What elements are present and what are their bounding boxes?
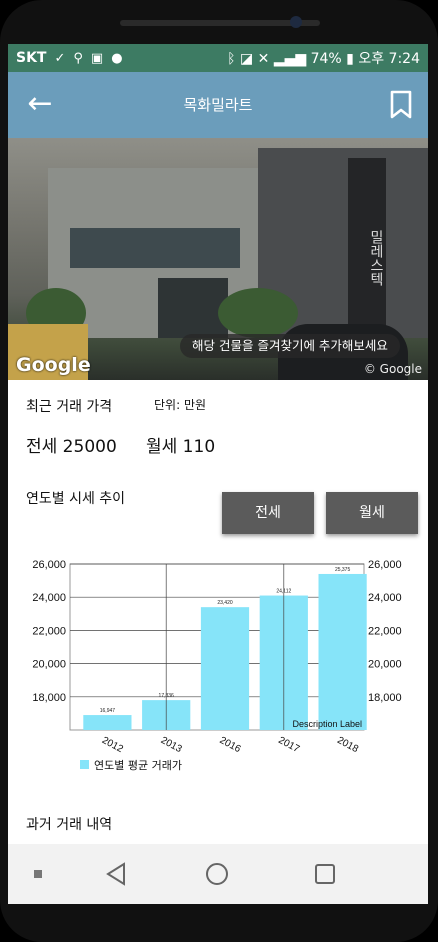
page-title: 목화밀라트 xyxy=(183,96,253,114)
x-tick-label: 2013 xyxy=(159,735,184,755)
back-arrow-icon[interactable]: ← xyxy=(27,86,53,121)
google-logo: Google xyxy=(16,354,91,376)
building-entrance xyxy=(158,278,228,338)
bar-data-label: 16,947 xyxy=(100,708,116,714)
y-tick-label-left: 22,000 xyxy=(32,625,66,637)
nav-home-icon[interactable] xyxy=(200,858,234,890)
bar xyxy=(83,715,132,730)
parked-car xyxy=(8,324,88,380)
chat-icon: ● xyxy=(111,50,123,66)
y-tick-label-left: 24,000 xyxy=(32,592,66,604)
check-icon: ✓ xyxy=(54,50,66,66)
screen: SKT ✓ ⚲ ▣ ● ᛒ ◪ ✕ ▂▄▆ 74% ▮ 오후 7:24 ← 목화… xyxy=(8,44,428,904)
y-tick-label-left: 20,000 xyxy=(32,659,66,671)
wolse-button[interactable]: 월세 xyxy=(326,492,418,534)
bar xyxy=(200,607,250,730)
bar xyxy=(318,573,367,730)
yearly-trend-label: 연도별 시세 추이 xyxy=(26,491,126,507)
image-icon: ▣ xyxy=(90,50,104,66)
clock: 오후 7:24 xyxy=(358,51,420,67)
jeonse-button[interactable]: 전세 xyxy=(222,492,314,534)
legend-swatch xyxy=(80,760,89,769)
wolse-price: 월세 110 xyxy=(146,437,216,457)
x-tick-label: 2018 xyxy=(335,735,360,755)
recent-trade-label: 최근 거래 가격 xyxy=(26,399,113,415)
bluetooth-icon: ᛒ xyxy=(227,51,236,67)
bar-data-label: 23,420 xyxy=(217,600,233,606)
past-transactions-label: 과거 거래 내역 xyxy=(26,817,113,833)
x-tick-label: 2017 xyxy=(276,735,301,755)
battery-icon: ▮ xyxy=(346,51,354,67)
earpiece-speaker xyxy=(120,20,320,26)
status-bar: SKT ✓ ⚲ ▣ ● ᛒ ◪ ✕ ▂▄▆ 74% ▮ 오후 7:24 xyxy=(8,44,428,72)
favorite-toast: 해당 건물을 즐겨찾기에 추가해보세요 xyxy=(180,334,400,358)
nav-dot-icon xyxy=(34,870,42,878)
bar-data-label: 25,375 xyxy=(335,567,351,573)
y-tick-label-right: 24,000 xyxy=(368,592,402,604)
shrub xyxy=(218,288,298,338)
jeonse-price: 전세 25000 xyxy=(26,437,117,457)
y-tick-label-left: 18,000 xyxy=(32,692,66,704)
description-label: Description Label xyxy=(292,719,362,729)
android-nav-bar xyxy=(8,844,428,904)
unit-label: 단위: 만원 xyxy=(154,398,207,412)
x-tick-label: 2012 xyxy=(100,735,125,755)
y-tick-label-right: 22,000 xyxy=(368,625,402,637)
signal-icon: ▂▄▆ xyxy=(273,51,307,67)
legend-label: 연도별 평균 거래가 xyxy=(94,759,182,772)
nfc-icon: ◪ xyxy=(239,51,254,67)
front-camera xyxy=(290,16,302,28)
price-trend-chart: 18,000 18,000 20,000 20,000 22,000 22,000 24,0… xyxy=(32,559,402,772)
y-tick-label-right: 20,000 xyxy=(368,659,402,671)
status-right: ᛒ ◪ ✕ ▂▄▆ 74% ▮ 오후 7:24 xyxy=(227,48,420,68)
app-bar: ← 목화밀라트 xyxy=(8,72,428,138)
bookmark-icon[interactable] xyxy=(388,90,414,120)
building-sign: 밀레스텍 xyxy=(348,158,386,338)
carrier-label: SKT xyxy=(16,50,47,66)
usb-icon: ⚲ xyxy=(73,50,83,66)
y-tick-label-right: 26,000 xyxy=(368,559,402,571)
street-view-photo[interactable]: 밀레스텍 Google © Google 해당 건물을 즐겨찾기에 추가해보세요 xyxy=(8,138,428,380)
battery-percent: 74% xyxy=(310,51,342,67)
y-tick-label-right: 18,000 xyxy=(368,692,402,704)
mute-icon: ✕ xyxy=(257,51,270,67)
google-watermark: © Google xyxy=(363,362,422,376)
nav-back-icon[interactable] xyxy=(100,858,134,890)
y-tick-label-left: 26,000 xyxy=(32,559,66,571)
x-tick-label: 2016 xyxy=(218,735,243,755)
building-glass xyxy=(70,228,240,268)
nav-recents-icon[interactable] xyxy=(308,858,342,890)
